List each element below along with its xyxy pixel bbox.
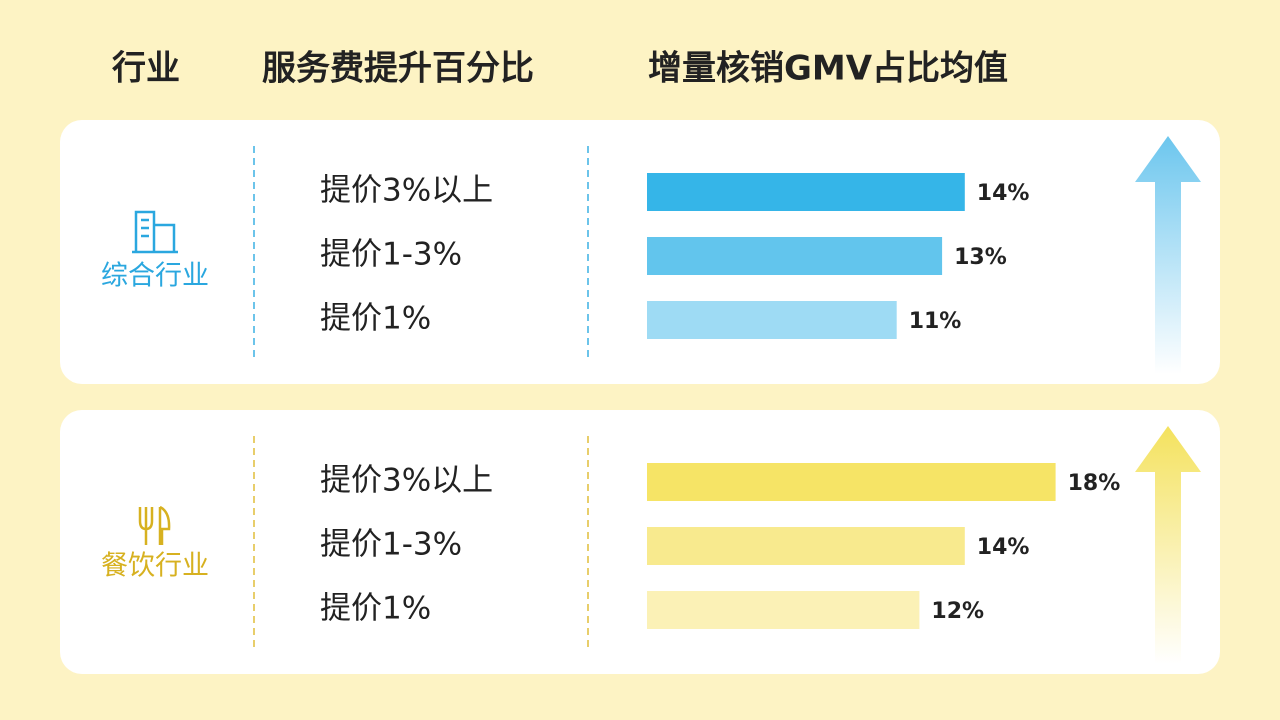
value-label: 14% [977,181,1030,206]
row-label: 提价3%以上 [320,463,493,499]
arrow [1135,426,1201,664]
header-column: 服务费提升百分比 [262,49,534,89]
bar [647,527,965,565]
panel [60,410,1220,674]
row-label: 提价3%以上 [320,173,493,209]
icon [138,505,171,545]
bar [647,301,897,339]
value-label: 12% [931,599,984,624]
header-column: 增量核销GMV占比均值 [648,49,1008,89]
bar [647,173,965,211]
header-column: 行业 [112,49,180,89]
bar [647,237,943,275]
bar [647,463,1056,501]
panel [60,120,1220,384]
row-label: 提价1-3% [320,237,462,273]
row-label: 提价1% [320,591,431,627]
icon [132,210,178,254]
value-label: 13% [954,245,1007,270]
arrow [1135,136,1201,374]
value-label: 11% [909,309,962,334]
industry-name: 综合行业 [101,261,209,292]
value-label: 18% [1068,471,1121,496]
row-label: 提价1% [320,301,431,337]
bar [647,591,920,629]
industry-name: 餐饮行业 [101,551,209,582]
value-label: 14% [977,535,1030,560]
row-label: 提价1-3% [320,527,462,563]
